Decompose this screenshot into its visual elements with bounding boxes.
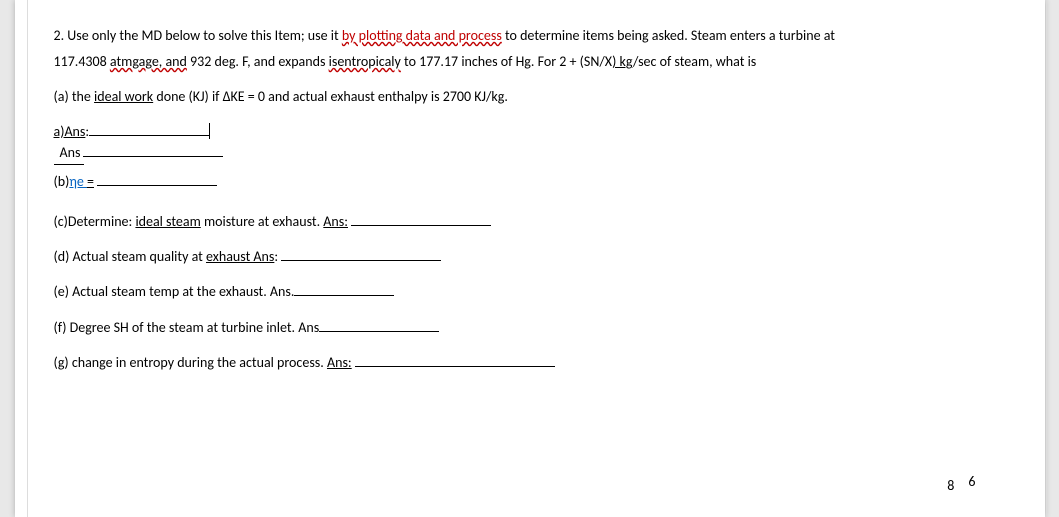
text: done (KJ) if ΔKE = 0 and actual exhaust …	[153, 88, 508, 105]
text-underline: exhaust Ans	[206, 248, 274, 265]
footer-num-right: 6	[968, 473, 975, 490]
text-cursor-icon	[209, 123, 210, 139]
ans-label: Ans	[54, 143, 85, 165]
a-ans-row: a)Ans:	[54, 121, 1020, 142]
text: (b)	[54, 173, 70, 190]
blank-input[interactable]	[89, 121, 209, 136]
text-underline: ideal work	[94, 88, 153, 105]
part-a: (a) the ideal work done (KJ) if ΔKE = 0 …	[54, 87, 1020, 107]
text: (f) Degree SH of the steam at turbine in…	[54, 319, 320, 336]
question-intro-line1: 2. Use only the MD below to solve this I…	[54, 26, 1020, 46]
a-ans-label: a)Ans	[54, 123, 86, 140]
text: /sec of steam, what is	[633, 53, 756, 70]
page: 2. Use only the MD below to solve this I…	[15, 0, 1045, 517]
text: to 177.17 inches of Hg. For 2 + (SN/X	[401, 53, 612, 70]
text-link-style: ƞe	[69, 173, 87, 190]
blank-input[interactable]	[281, 246, 441, 261]
footer-num-left: 8	[947, 477, 954, 494]
part-f: (f) Degree SH of the steam at turbine in…	[54, 317, 1020, 338]
text: (a) the	[54, 88, 95, 105]
blank-input[interactable]	[97, 171, 217, 186]
text: to determine items being asked. Steam en…	[502, 27, 835, 44]
blank-input[interactable]	[294, 281, 394, 296]
page-border: 2. Use only the MD below to solve this I…	[27, 0, 1047, 517]
text-wavy: isentropicaly	[329, 53, 401, 70]
text: (g) change in entropy during the actual …	[54, 354, 327, 371]
part-g: (g) change in entropy during the actual …	[54, 352, 1020, 373]
part-c: (c)Determine: ideal steam moisture at ex…	[54, 211, 1020, 232]
text: moisture at exhaust.	[201, 213, 324, 230]
text-underline: Ans:	[323, 213, 348, 230]
text: (d) Actual steam quality at	[54, 248, 207, 265]
text: (c)Determine:	[54, 213, 136, 230]
blank-input[interactable]	[351, 211, 491, 226]
text-red-underline: by plotting data and process	[342, 27, 502, 44]
part-d: (d) Actual steam quality at exhaust Ans:	[54, 246, 1020, 267]
blank-input[interactable]	[319, 317, 439, 332]
blank-input[interactable]	[355, 352, 555, 367]
text-underline: ) kg	[612, 53, 633, 70]
text-underline: =	[87, 173, 94, 190]
part-e: (e) Actual steam temp at the exhaust. An…	[54, 281, 1020, 302]
text: :	[274, 248, 281, 265]
text-wavy: atmgage, and	[110, 53, 187, 70]
text-underline: ideal steam	[135, 213, 200, 230]
question-intro-line2: 117.4308 atmgage, and 932 deg. F, and ex…	[54, 52, 1020, 72]
ans-row: Ans	[54, 142, 1020, 165]
text-underline: Ans:	[327, 354, 352, 371]
part-b: (b)ƞe =	[54, 171, 1020, 192]
text: 117.4308	[54, 53, 110, 70]
footer-numbers: 86	[947, 473, 975, 494]
text: 932 deg. F, and expands	[187, 53, 329, 70]
text: (e) Actual steam temp at the exhaust. An…	[54, 283, 295, 300]
text: 2. Use only the MD below to solve this I…	[54, 27, 342, 44]
blank-input[interactable]	[83, 142, 223, 157]
